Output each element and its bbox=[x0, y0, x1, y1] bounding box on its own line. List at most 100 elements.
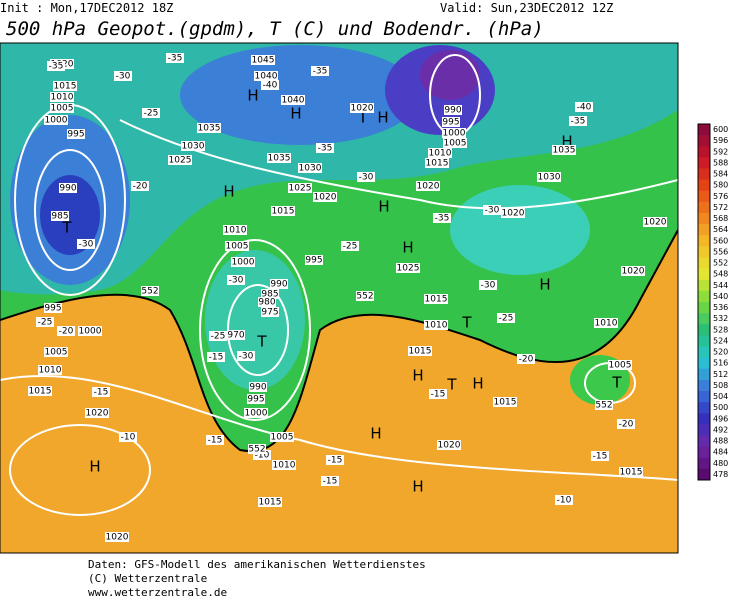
scale-label: 576 bbox=[713, 192, 728, 201]
scale-label: 478 bbox=[713, 470, 728, 479]
label-bg bbox=[254, 71, 278, 81]
scale-frame bbox=[697, 123, 711, 481]
label-bg bbox=[206, 435, 224, 445]
contour-label: 1020 bbox=[351, 104, 374, 114]
scale-swatch bbox=[698, 157, 710, 169]
label-bg bbox=[537, 172, 561, 182]
contour-label: 552 bbox=[248, 445, 265, 455]
contour-label: 1000 bbox=[232, 258, 255, 268]
label-bg bbox=[442, 117, 460, 127]
label-bg bbox=[77, 239, 95, 249]
scale-swatch bbox=[698, 201, 710, 214]
label-bg bbox=[28, 386, 52, 396]
scale-swatch bbox=[698, 213, 710, 225]
contour-label: 1015 bbox=[425, 295, 448, 305]
contour-label: 1010 bbox=[273, 461, 296, 471]
label-bg bbox=[166, 53, 184, 63]
label-bg bbox=[59, 183, 77, 193]
scale-label: 596 bbox=[713, 136, 728, 145]
label-bg bbox=[271, 206, 295, 216]
contour-label: 985 bbox=[261, 290, 278, 300]
scale-label: 588 bbox=[713, 158, 728, 167]
label-bg bbox=[141, 286, 159, 296]
contour-label: 1020 bbox=[438, 441, 461, 451]
scale-swatch bbox=[698, 424, 710, 436]
label-bg bbox=[227, 330, 245, 340]
label-bg bbox=[357, 172, 375, 182]
label-bg bbox=[396, 263, 420, 273]
label-bg bbox=[181, 141, 205, 151]
contour-label: 1020 bbox=[417, 182, 440, 192]
contour-label: 1015 bbox=[494, 398, 517, 408]
label-bg bbox=[356, 291, 374, 301]
contour-label: 1010 bbox=[429, 149, 452, 159]
scale-swatch bbox=[698, 224, 710, 236]
contour-label: 1025 bbox=[397, 264, 420, 274]
label-bg bbox=[424, 294, 448, 304]
contour-label: -40 bbox=[577, 103, 592, 113]
contour-label: 1000 bbox=[45, 116, 68, 126]
scale-swatch bbox=[698, 279, 710, 292]
label-bg bbox=[267, 153, 291, 163]
label-bg bbox=[119, 432, 137, 442]
label-bg bbox=[595, 400, 613, 410]
label-bg bbox=[261, 80, 279, 90]
contour-label: 995 bbox=[247, 395, 264, 405]
label-bg bbox=[428, 148, 452, 158]
label-bg bbox=[67, 129, 85, 139]
label-bg bbox=[643, 217, 667, 227]
contour-label: -35 bbox=[318, 144, 333, 154]
contour-label: 1005 bbox=[609, 361, 632, 371]
label-bg bbox=[493, 397, 517, 407]
scale-swatch bbox=[698, 357, 710, 370]
contour-label: -30 bbox=[481, 281, 496, 291]
contour-label: 552 bbox=[141, 287, 158, 297]
scale-label: 560 bbox=[713, 236, 728, 245]
contour-label: 552 bbox=[356, 292, 373, 302]
contour-label: 1000 bbox=[79, 327, 102, 337]
contour-label: 1045 bbox=[252, 56, 275, 66]
label-bg bbox=[501, 208, 525, 218]
scale-label: 504 bbox=[713, 392, 728, 401]
scale-swatch bbox=[698, 379, 710, 392]
pressure-center: H bbox=[472, 375, 483, 393]
label-bg bbox=[555, 495, 573, 505]
contour-label: -30 bbox=[239, 352, 254, 362]
label-bg bbox=[575, 102, 593, 112]
scale-label: 512 bbox=[713, 370, 728, 379]
label-bg bbox=[225, 241, 249, 251]
contour-label: 1020 bbox=[622, 267, 645, 277]
label-bg bbox=[248, 444, 266, 454]
scale-swatch bbox=[698, 446, 710, 459]
scale-label: 592 bbox=[713, 147, 728, 156]
scale-label: 532 bbox=[713, 314, 728, 323]
pressure-center: H bbox=[561, 133, 572, 151]
label-bg bbox=[281, 95, 305, 105]
label-bg bbox=[47, 61, 65, 71]
contour-label: 1040 bbox=[282, 96, 305, 106]
contour-label: 990 bbox=[249, 383, 266, 393]
scale-swatch bbox=[698, 368, 710, 381]
label-bg bbox=[321, 476, 339, 486]
pressure-center: T bbox=[61, 219, 72, 237]
contour-label: -35 bbox=[168, 54, 183, 64]
scale-swatch bbox=[698, 413, 710, 425]
contour-label: 1010 bbox=[425, 321, 448, 331]
pressure-center: T bbox=[446, 376, 457, 394]
label-bg bbox=[197, 123, 221, 133]
scale-swatch bbox=[698, 324, 710, 336]
scale-swatch bbox=[698, 335, 710, 347]
contour-label: -25 bbox=[211, 332, 226, 342]
contour-label: 975 bbox=[261, 308, 278, 318]
scale-swatch bbox=[698, 402, 710, 414]
contour-label: 1030 bbox=[182, 142, 205, 152]
label-bg bbox=[44, 303, 62, 313]
contour-label: -15 bbox=[328, 456, 343, 466]
label-bg bbox=[36, 317, 54, 327]
label-bg bbox=[105, 532, 129, 542]
scale-swatch bbox=[698, 468, 710, 481]
scale-label: 484 bbox=[713, 448, 728, 457]
label-bg bbox=[288, 183, 312, 193]
contour-label: 1025 bbox=[289, 184, 312, 194]
pressure-center: H bbox=[247, 87, 258, 105]
